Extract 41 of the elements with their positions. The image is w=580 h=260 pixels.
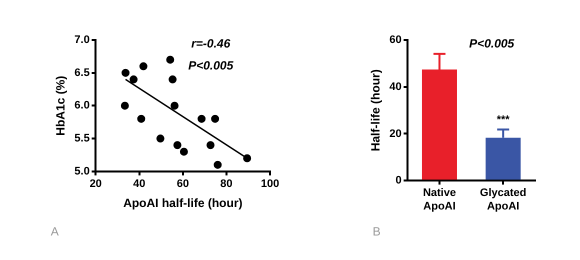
- point: [243, 154, 252, 162]
- text: A: [50, 224, 59, 238]
- y-axis-title: HbA1c (%): [54, 76, 68, 136]
- y-tick-label: 7.0: [74, 34, 90, 46]
- point: [180, 148, 188, 156]
- point: [130, 75, 138, 84]
- point: [211, 114, 220, 123]
- annotation: r=-0.46: [191, 36, 231, 50]
- point: [173, 141, 182, 150]
- point: [206, 141, 215, 150]
- y-axis-title: Half-life (hour): [368, 69, 383, 152]
- point: [168, 75, 177, 84]
- point: [198, 114, 206, 123]
- annotation: P<0.005: [188, 58, 234, 72]
- x-tick-label: Glycated ApoAI: [480, 187, 526, 212]
- y-tick-label: 6.5: [74, 66, 90, 79]
- y-tick-label: 40: [389, 80, 402, 93]
- annotation: ***: [496, 114, 510, 126]
- x-tick-label: 100: [260, 178, 280, 190]
- x-axis-title: ApoAI half-life (hour): [123, 196, 243, 210]
- y-tick-label: 5.0: [74, 165, 90, 178]
- y-tick-label: 0: [396, 174, 402, 187]
- point: [214, 160, 222, 169]
- x-tick-label: 40: [133, 178, 146, 190]
- point: [166, 56, 174, 64]
- x-tick-label: 60: [176, 178, 189, 190]
- point: [137, 114, 146, 123]
- point: [122, 68, 130, 77]
- x-tick-label: 20: [90, 178, 102, 190]
- point: [139, 62, 148, 70]
- annotation: P<0.005: [469, 36, 515, 50]
- text: B: [372, 224, 381, 238]
- point: [170, 102, 179, 110]
- y-tick-label: 6.0: [74, 100, 90, 112]
- point: [156, 134, 164, 143]
- y-tick-label: 5.5: [74, 132, 90, 145]
- x-tick-label: Native ApoAI: [422, 187, 456, 212]
- point: [120, 102, 129, 110]
- y-tick-label: 60: [389, 34, 402, 46]
- x-tick-label: 80: [220, 178, 233, 190]
- y-tick-label: 20: [389, 128, 402, 140]
